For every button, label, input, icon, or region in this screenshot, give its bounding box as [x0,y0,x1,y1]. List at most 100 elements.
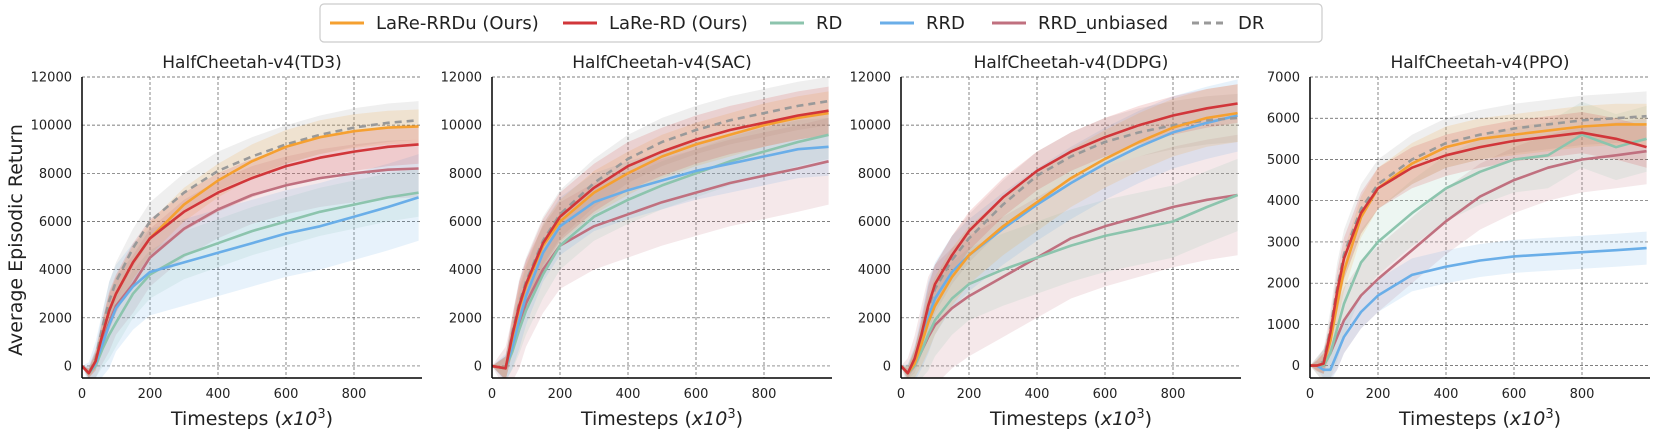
plot-area [901,79,1239,378]
y-tick-label: 4000 [449,263,482,278]
y-tick-label: 2000 [1267,277,1300,292]
y-axis-label: Average Episodic Return [5,124,27,356]
x-tick-label: 800 [1570,387,1595,402]
series-line [901,193,1239,375]
x-tick-label: 400 [206,387,231,402]
y-tick-label: 12000 [31,71,72,86]
y-tick-label: 2000 [39,311,72,326]
x-axis-label: Timesteps (x103) [1398,407,1561,430]
plot-area [1310,91,1647,378]
x-tick-label: 600 [684,387,709,402]
x-tick-label: 800 [752,387,777,402]
panel-title: HalfCheetah-v4(TD3) [162,53,341,73]
y-tick-label: 4000 [858,263,891,278]
panel-ddpg: HalfCheetah-v4(DDPG) Timesteps (x103) 0 2… [850,53,1241,430]
confidence-band [1310,101,1647,378]
series-line [82,143,419,375]
y-tick-label: 0 [474,359,482,374]
confidence-band [492,117,829,378]
series-line [492,109,829,370]
confidence-band [901,79,1238,378]
x-tick-label: 200 [1366,387,1391,402]
y-tick-label: 10000 [850,119,891,134]
plot-area [82,101,419,378]
series-line [1310,131,1647,367]
legend-label: LaRe-RRDu (Ours) [376,13,539,34]
y-tick-label: 12000 [441,71,482,86]
confidence-band [492,117,829,378]
series-line [1310,246,1647,372]
y-tick-label: 3000 [1267,235,1300,250]
x-axis-label: Timesteps (x103) [170,407,333,430]
y-tick-label: 10000 [31,119,72,134]
x-tick-label: 600 [1093,387,1118,402]
y-tick-label: 12000 [850,71,891,86]
panel-sac: HalfCheetah-v4(SAC) Timesteps (x103) 0 20… [441,53,832,430]
y-tick-label: 4000 [1267,194,1300,209]
legend-entry: RRD [880,13,965,34]
confidence-band [1310,118,1647,378]
legend-label: RRD [926,13,965,34]
series-line [1310,133,1647,367]
y-tick-label: 6000 [1267,112,1300,127]
confidence-band [82,139,419,378]
confidence-band [901,134,1238,378]
y-tick-label: 6000 [39,215,72,230]
legend-label: RRD_unbiased [1038,13,1168,34]
legend-entry: LaRe-RRDu (Ours) [330,13,539,34]
confidence-band [82,125,419,378]
legend-entry: RRD_unbiased [992,13,1168,34]
x-axis-label: Timesteps (x103) [989,407,1152,430]
y-tick-label: 0 [1292,359,1300,374]
x-tick-label: 600 [274,387,299,402]
confidence-band [1310,231,1647,378]
x-tick-label: 800 [342,387,367,402]
y-tick-label: 2000 [858,311,891,326]
x-tick-label: 200 [957,387,982,402]
confidence-band [82,154,419,378]
panel-title: HalfCheetah-v4(SAC) [572,53,751,73]
y-tick-label: 4000 [39,263,72,278]
y-tick-label: 5000 [1267,153,1300,168]
legend-box [319,3,1323,43]
panel-ppo: HalfCheetah-v4(PPO) Timesteps (x103) 0 10… [1267,53,1650,430]
legend: LaRe-RRDu (Ours) LaRe-RD (Ours) RD RRD RRD_u… [319,3,1323,43]
y-tick-label: 0 [64,359,72,374]
legend-entry: RD [770,13,842,34]
confidence-band [492,110,829,378]
x-tick-label: 400 [616,387,641,402]
x-tick-label: 0 [1306,387,1314,402]
y-tick-label: 8000 [449,167,482,182]
x-tick-label: 400 [1434,387,1459,402]
series-line [901,111,1238,375]
y-tick-label: 7000 [1267,71,1300,86]
y-tick-label: 6000 [858,215,891,230]
y-tick-label: 10000 [441,119,482,134]
legend-entry: DR [1192,13,1264,34]
plot-area [492,77,829,378]
panel-td3: HalfCheetah-v4(TD3) Timesteps (x103) 0 20… [31,53,422,430]
x-tick-label: 200 [138,387,163,402]
x-axis-label: Timesteps (x103) [580,407,743,430]
y-tick-label: 8000 [39,167,72,182]
legend-label: RD [816,13,842,34]
legend-label: DR [1238,13,1264,34]
confidence-band [1310,91,1647,374]
x-tick-label: 800 [1161,387,1186,402]
confidence-band [492,91,829,378]
y-tick-label: 0 [883,359,891,374]
x-tick-label: 0 [78,387,86,402]
confidence-band [901,93,1238,378]
legend-entry: LaRe-RD (Ours) [563,13,748,34]
panel-title: HalfCheetah-v4(DDPG) [974,53,1169,73]
x-tick-label: 0 [488,387,496,402]
x-tick-label: 200 [548,387,573,402]
panel-title: HalfCheetah-v4(PPO) [1390,53,1569,73]
y-tick-label: 2000 [449,311,482,326]
confidence-band [901,84,1238,378]
x-tick-label: 600 [1502,387,1527,402]
series-line [82,196,419,375]
series-line [901,102,1238,375]
legend-label: LaRe-RD (Ours) [609,13,748,34]
